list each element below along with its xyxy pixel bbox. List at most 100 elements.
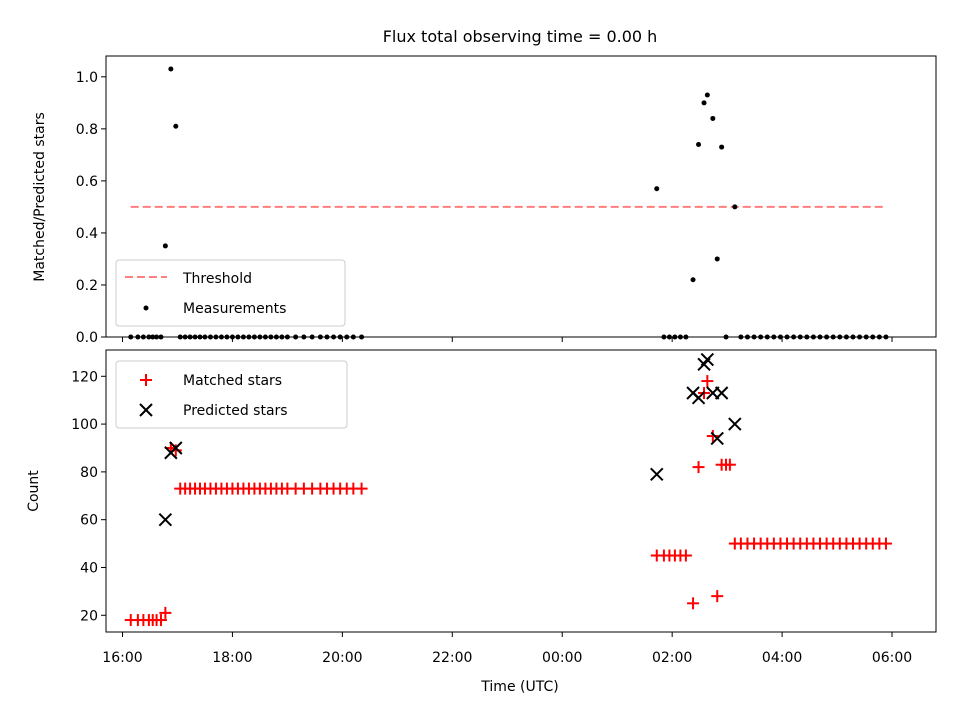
ytick-label: 80 bbox=[80, 465, 98, 481]
measurement-point bbox=[350, 334, 356, 340]
measurement-point bbox=[207, 334, 213, 340]
ytick-label: 0.4 bbox=[76, 226, 98, 242]
measurement-point bbox=[154, 334, 160, 340]
top-panel-legend: Threshold Measurements bbox=[115, 259, 346, 327]
measurement-point bbox=[804, 334, 810, 340]
bottom-panel-legend: Matched stars Predicted stars bbox=[115, 360, 348, 429]
measurement-point bbox=[830, 334, 836, 340]
ytick-label: 20 bbox=[80, 608, 98, 624]
predicted-star-point bbox=[650, 467, 664, 481]
predicted-star-point bbox=[714, 386, 729, 400]
matched-star-point bbox=[723, 458, 736, 471]
measurement-point bbox=[268, 334, 274, 340]
measurement-point bbox=[229, 334, 235, 340]
legend-matched-label: Matched stars bbox=[183, 373, 282, 389]
ytick-label: 100 bbox=[71, 417, 98, 433]
top-panel-ylabel: Matched/Predicted stars bbox=[32, 112, 48, 282]
matched-star-point bbox=[159, 606, 172, 619]
xtick-label: 06:00 bbox=[872, 650, 912, 666]
measurement-point bbox=[744, 334, 750, 340]
legend-matched-swatch bbox=[140, 374, 152, 386]
matched-star-point bbox=[687, 597, 700, 610]
measurement-point bbox=[309, 334, 315, 340]
measurements-series bbox=[128, 66, 889, 340]
measurement-point bbox=[293, 334, 299, 340]
measurement-point bbox=[850, 334, 856, 340]
measurement-point bbox=[240, 334, 246, 340]
matched-star-point bbox=[169, 444, 182, 457]
measurement-point bbox=[824, 334, 830, 340]
ytick-label: 1.0 bbox=[76, 70, 98, 86]
matched-star-point bbox=[701, 375, 714, 388]
measurement-point bbox=[843, 334, 849, 340]
predicted-star-point bbox=[169, 441, 183, 455]
ytick-label: 0.6 bbox=[76, 174, 98, 190]
measurement-point bbox=[817, 334, 823, 340]
xtick-label: 22:00 bbox=[432, 650, 472, 666]
measurement-point bbox=[301, 334, 307, 340]
measurement-point bbox=[683, 334, 689, 340]
measurement-point bbox=[337, 334, 343, 340]
matched-star-point bbox=[692, 461, 705, 474]
measurement-point bbox=[837, 334, 843, 340]
measurement-point bbox=[177, 334, 183, 340]
measurement-point bbox=[273, 334, 279, 340]
measurement-point bbox=[732, 204, 738, 210]
measurement-point bbox=[279, 334, 285, 340]
measurement-point bbox=[224, 334, 230, 340]
measurement-point bbox=[213, 334, 219, 340]
measurement-point bbox=[764, 334, 770, 340]
xtick-label: 16:00 bbox=[102, 650, 142, 666]
bottom-panel-ylabel: Count bbox=[26, 470, 42, 512]
measurement-point bbox=[870, 334, 876, 340]
measurement-point bbox=[262, 334, 268, 340]
predicted-stars-series bbox=[158, 352, 742, 527]
matched-star-point bbox=[879, 537, 892, 550]
predicted-star-point bbox=[710, 431, 724, 446]
measurement-point bbox=[758, 334, 764, 340]
xtick-label: 00:00 bbox=[542, 650, 582, 666]
measurement-point bbox=[197, 334, 203, 340]
measurement-point bbox=[182, 334, 188, 340]
measurement-point bbox=[135, 334, 141, 340]
legend-predicted-label: Predicted stars bbox=[183, 403, 288, 419]
top-panel-frame bbox=[105, 55, 937, 338]
measurement-point bbox=[359, 334, 365, 340]
measurement-point bbox=[173, 123, 179, 129]
measurement-point bbox=[714, 256, 720, 262]
legend-measurements-label: Measurements bbox=[183, 301, 286, 317]
bottom-panel: 20 40 60 80 100 120 16:00 18:00 20:00 22:00 00:00 0… bbox=[26, 349, 937, 695]
measurement-point bbox=[140, 334, 146, 340]
measurement-point bbox=[672, 334, 678, 340]
measurement-point bbox=[128, 334, 134, 340]
matched-star-point bbox=[706, 430, 719, 443]
matched-star-point bbox=[154, 614, 167, 627]
measurement-point bbox=[162, 243, 168, 249]
measurement-point bbox=[235, 334, 241, 340]
measurement-point bbox=[791, 334, 797, 340]
measurement-point bbox=[251, 334, 257, 340]
measurement-point bbox=[738, 334, 744, 340]
ytick-label: 0.0 bbox=[76, 330, 98, 346]
ytick-label: 0.8 bbox=[76, 122, 98, 138]
matched-star-point bbox=[355, 482, 368, 495]
predicted-star-point bbox=[728, 417, 742, 431]
measurement-point bbox=[168, 66, 174, 72]
ytick-label: 40 bbox=[80, 560, 98, 576]
legend-frame bbox=[115, 259, 346, 327]
xtick-label: 02:00 bbox=[652, 650, 692, 666]
measurement-point bbox=[719, 144, 725, 150]
measurement-point bbox=[246, 334, 252, 340]
predicted-star-point bbox=[158, 512, 173, 527]
measurement-point bbox=[317, 334, 323, 340]
measurement-point bbox=[857, 334, 863, 340]
measurement-point bbox=[661, 334, 667, 340]
ytick-label: 120 bbox=[71, 369, 98, 385]
measurement-point bbox=[704, 92, 710, 98]
ytick-label: 0.2 bbox=[76, 278, 98, 294]
measurement-point bbox=[677, 334, 683, 340]
x-axis-label: Time (UTC) bbox=[480, 679, 558, 695]
measurement-point bbox=[331, 334, 337, 340]
measurement-point bbox=[723, 334, 729, 340]
matched-star-point bbox=[711, 590, 724, 603]
